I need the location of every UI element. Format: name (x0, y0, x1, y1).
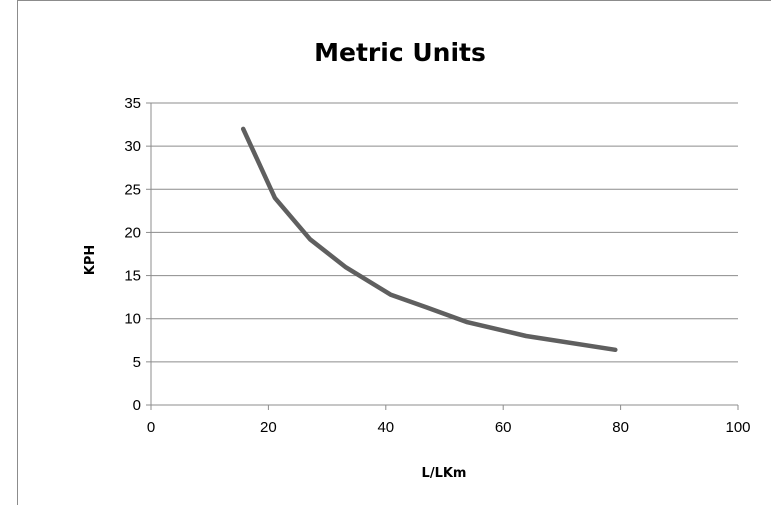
x-tick-label-60: 60 (495, 419, 512, 436)
y-axis-title: KPH (83, 245, 98, 275)
x-tick-label-40: 40 (377, 419, 394, 436)
series-layer (243, 129, 615, 350)
y-tick-label-10: 10 (124, 311, 141, 328)
x-tick-label-20: 20 (260, 419, 277, 436)
y-tick-label-30: 30 (124, 138, 141, 155)
x-axis-title: L/LKm (422, 466, 467, 481)
y-tick-label-5: 5 (133, 354, 141, 371)
axes (146, 103, 738, 410)
x-tick-label-0: 0 (147, 419, 155, 436)
y-tick-label-0: 0 (133, 397, 141, 414)
y-tick-label-15: 15 (124, 268, 141, 285)
line-chart: Metric Units KPH L/LKm 0 5 10 15 20 25 30 35 0 20… (18, 1, 771, 506)
chart-title: Metric Units (314, 38, 486, 67)
chart-area: Metric Units KPH L/LKm 0 5 10 15 20 25 30 35 0 20… (17, 0, 771, 505)
y-tick-label-35: 35 (124, 95, 141, 112)
x-tick-label-100: 100 (725, 419, 750, 436)
y-tick-label-20: 20 (124, 224, 141, 241)
series-line-1 (243, 129, 615, 350)
x-tick-label-80: 80 (612, 419, 629, 436)
gridlines (151, 103, 738, 362)
y-tick-label-25: 25 (124, 181, 141, 198)
